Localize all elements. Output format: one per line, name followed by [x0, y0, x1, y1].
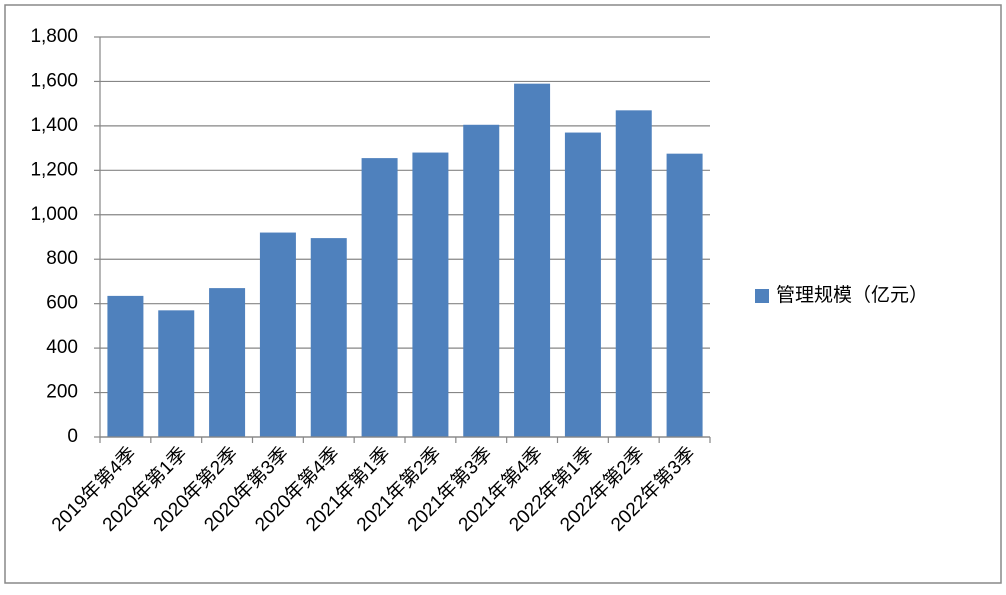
bar — [666, 153, 703, 437]
chart-frame — [4, 4, 1002, 584]
y-tick-label: 1,800 — [30, 26, 78, 47]
y-tick-label: 600 — [46, 293, 78, 314]
y-tick-label: 200 — [46, 382, 78, 403]
bar — [615, 110, 652, 437]
y-tick-label: 1,200 — [30, 159, 78, 180]
bar — [310, 238, 347, 437]
y-tick-label: 1,000 — [30, 204, 78, 225]
bar — [412, 152, 449, 438]
bar — [209, 288, 246, 437]
y-tick-label: 800 — [46, 248, 78, 269]
y-tick-label: 1,400 — [30, 115, 78, 136]
bar — [564, 132, 601, 438]
bar — [514, 83, 551, 438]
bar — [259, 232, 296, 437]
legend-swatch — [755, 289, 769, 303]
bar — [158, 310, 195, 437]
bar — [107, 295, 144, 437]
y-tick-label: 1,600 — [30, 70, 78, 91]
y-tick-label: 0 — [67, 426, 78, 447]
bar — [361, 158, 398, 437]
y-tick-label: 400 — [46, 337, 78, 358]
bar — [463, 124, 500, 438]
legend-label: 管理规模（亿元） — [776, 284, 928, 306]
